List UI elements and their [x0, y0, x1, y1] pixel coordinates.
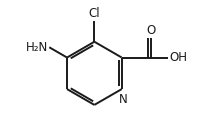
- Text: H₂N: H₂N: [26, 41, 48, 54]
- Text: O: O: [146, 24, 156, 37]
- Text: N: N: [119, 93, 128, 106]
- Text: OH: OH: [169, 51, 187, 64]
- Text: Cl: Cl: [89, 7, 100, 20]
